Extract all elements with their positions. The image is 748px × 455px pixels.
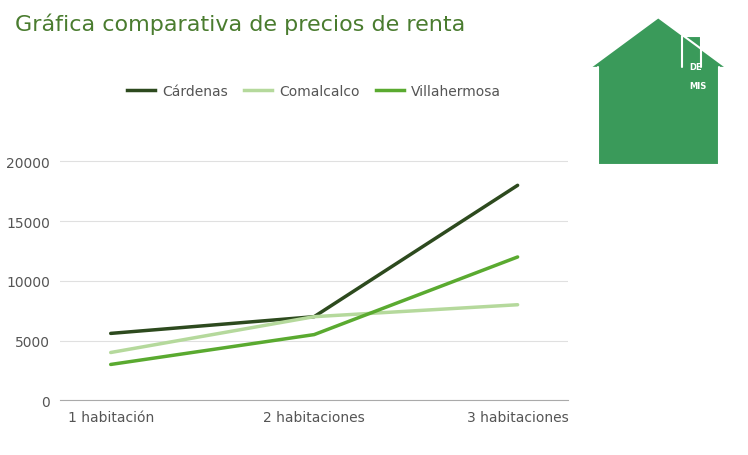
- Bar: [598, 65, 719, 165]
- Legend: Cárdenas, Comalcalco, Villahermosa: Cárdenas, Comalcalco, Villahermosa: [122, 80, 506, 105]
- Text: DE: DE: [689, 63, 702, 72]
- Text: Gráfica comparativa de precios de renta: Gráfica comparativa de precios de renta: [15, 14, 465, 35]
- Bar: [682, 37, 702, 68]
- Polygon shape: [591, 18, 726, 68]
- Text: MIS: MIS: [689, 82, 706, 91]
